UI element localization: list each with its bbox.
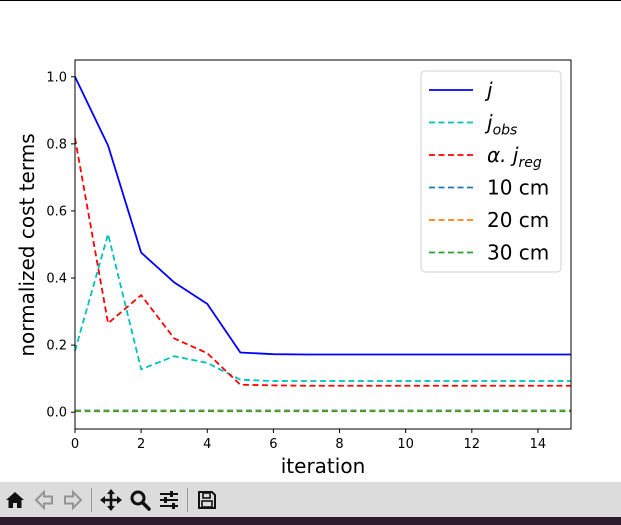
- y-axis-label: normalized cost terms: [15, 133, 39, 356]
- legend-frame: [420, 70, 562, 273]
- window-bottom-edge: [0, 517, 621, 525]
- pan-icon: [100, 488, 122, 511]
- x-tick-label: 14: [530, 437, 547, 452]
- legend: j jobs α. jreg 10 cm 20 cm 30 cm: [420, 70, 562, 273]
- series-line-j: [74, 76, 571, 356]
- y-tick-label: 0.4: [46, 272, 67, 287]
- legend-label: jobs: [484, 111, 517, 139]
- y-tick-label: 0.2: [46, 339, 67, 354]
- plot-area-frame: [74, 59, 572, 430]
- back-button[interactable]: [30, 485, 58, 515]
- series-line-j-obs: [74, 230, 571, 382]
- zoom-icon: [130, 490, 151, 511]
- home-button[interactable]: [1, 485, 29, 515]
- window-top-border: [0, 0, 621, 1]
- x-axis-label: iteration: [281, 454, 366, 478]
- series-line--j-reg: [74, 138, 571, 387]
- x-tick-label: 2: [137, 437, 145, 452]
- save-icon: [198, 490, 216, 509]
- legend-label: 10 cm: [487, 176, 549, 200]
- back-icon: [34, 489, 53, 510]
- matplotlib-toolbar: [0, 482, 621, 517]
- toolbar-separator: [91, 487, 92, 512]
- x-tick-label: 10: [397, 437, 414, 452]
- x-tick-label: 12: [464, 437, 481, 452]
- legend-label: 20 cm: [487, 208, 549, 232]
- toolbar-separator: [187, 487, 188, 512]
- x-tick-label: 6: [269, 437, 277, 452]
- x-tick-label: 8: [335, 437, 343, 452]
- legend-label: α. jreg: [487, 143, 542, 171]
- legend-label: j: [484, 78, 493, 102]
- forward-button[interactable]: [59, 485, 87, 515]
- y-tick-label: 0.6: [46, 204, 67, 219]
- y-tick-label: 0.0: [46, 406, 67, 421]
- x-tick-label: 0: [71, 437, 79, 452]
- pan-button[interactable]: [97, 485, 125, 515]
- save-button[interactable]: [193, 485, 221, 515]
- forward-icon: [64, 489, 83, 510]
- y-tick-label: 1.0: [46, 70, 67, 85]
- x-tick-label: 4: [203, 437, 211, 452]
- home-icon: [6, 491, 24, 508]
- y-tick-label: 0.8: [46, 137, 67, 152]
- line-chart: 0 2 4 6 8 10 12 140.00.20.40.60.81.0 iteration …: [15, 59, 572, 478]
- figure-canvas: 0 2 4 6 8 10 12 14 0.0 0.2 0.4 0.6 0.8 1.0 iteration …: [0, 1, 621, 482]
- legend-label: 30 cm: [487, 241, 549, 265]
- configure-subplots-button[interactable]: [155, 485, 183, 515]
- configure-subplots-icon: [160, 490, 178, 509]
- zoom-button[interactable]: [126, 485, 154, 515]
